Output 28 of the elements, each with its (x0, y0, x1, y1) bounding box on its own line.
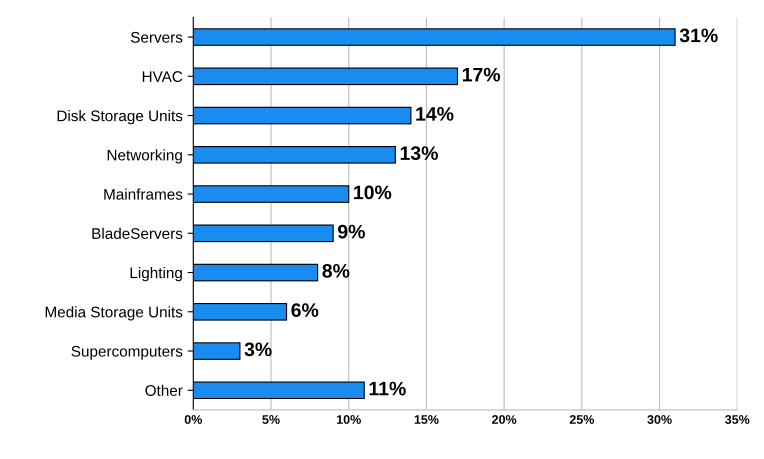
data-label: 13% (400, 146, 438, 160)
data-label: 31% (680, 28, 718, 42)
x-tick-label: 35% (725, 415, 750, 424)
data-label: 11% (370, 382, 406, 396)
x-tick-label: 30% (647, 415, 672, 424)
y-tick-label: Mainframes (104, 188, 182, 200)
x-tick-label: 5% (262, 415, 280, 424)
y-tick-label: Lighting (130, 266, 182, 282)
x-tick-label: 25% (570, 415, 594, 424)
y-tick-label: Supercomputers (71, 346, 182, 360)
y-tick-label: BladeServers (92, 228, 182, 239)
x-tick-label: 10% (336, 415, 361, 424)
y-tick-label: Disk Storage Units (58, 110, 182, 124)
data-label: 10% (354, 185, 392, 200)
data-label: 8% (322, 264, 350, 278)
data-label: 6% (291, 303, 318, 317)
x-tick-label: 20% (492, 415, 516, 424)
x-tick-label: 15% (414, 415, 439, 424)
data-label: 3% (244, 342, 272, 356)
data-label: 9% (338, 224, 365, 239)
data-label: 17% (462, 68, 500, 82)
y-tick-label: HVAC (142, 71, 182, 82)
y-tick-label: Networking (108, 149, 182, 164)
y-tick-label: Servers (130, 32, 182, 43)
y-tick-label: Other (145, 384, 183, 396)
y-tick-label: Media Storage Units (46, 306, 182, 320)
x-tick-label: 0% (184, 415, 202, 424)
data-label: 14% (416, 107, 454, 121)
